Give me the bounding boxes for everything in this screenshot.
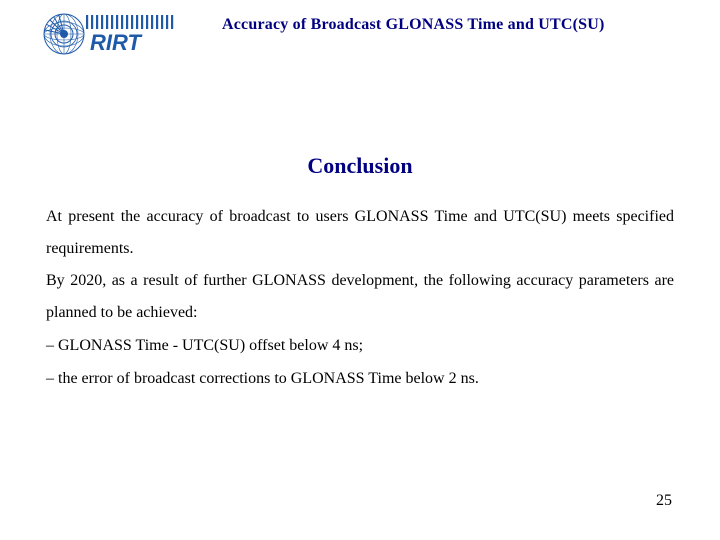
slide: RIRT Accuracy of Broadcast GLONASS Time …	[0, 0, 720, 540]
paragraph-2: By 2020, as a result of further GLONASS …	[46, 265, 674, 329]
paragraph-3: – GLONASS Time - UTC(SU) offset below 4 …	[46, 330, 674, 362]
rirt-logo: RIRT	[42, 8, 182, 56]
page-title: Accuracy of Broadcast GLONASS Time and U…	[222, 16, 605, 34]
section-heading: Conclusion	[0, 153, 720, 179]
paragraph-1: At present the accuracy of broadcast to …	[46, 201, 674, 265]
logo-text: RIRT	[90, 30, 142, 55]
paragraph-4: – the error of broadcast corrections to …	[46, 363, 674, 395]
page-number: 25	[656, 492, 672, 510]
